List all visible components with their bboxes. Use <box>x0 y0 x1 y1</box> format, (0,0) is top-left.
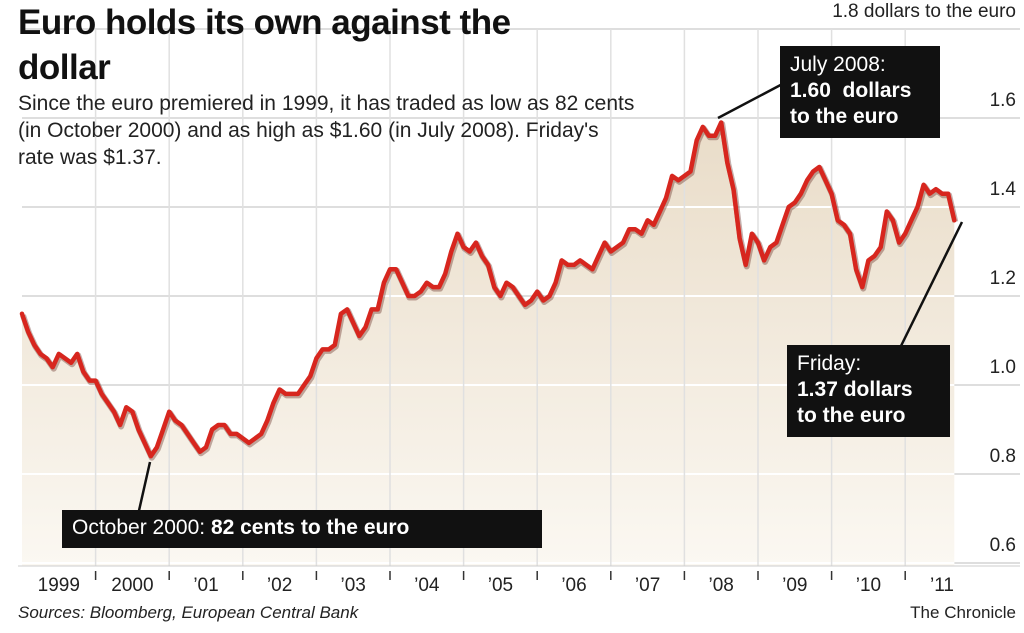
annotation-text: to the euro <box>790 105 899 128</box>
x-tick-label: ’01 <box>193 575 218 596</box>
annotation-text: 1.37 dollars <box>797 378 913 401</box>
y-tick-label: 1.4 <box>990 179 1017 200</box>
y-tick-label: 1.2 <box>990 268 1016 289</box>
callout-line <box>717 78 791 120</box>
source: Sources: Bloomberg, European Central Ban… <box>18 603 359 622</box>
x-tick-label: ’09 <box>782 575 807 596</box>
chart-title: Euro holds its own against the dollar <box>18 3 511 87</box>
y-tick-label: 1.8 dollars to the euro <box>832 1 1016 22</box>
x-tick-label: ’05 <box>488 575 513 596</box>
callout-line <box>136 461 152 516</box>
annotation: October 2000: 82 cents to the euro <box>62 510 542 548</box>
x-tick-label: 2000 <box>111 575 153 596</box>
annotation: Friday: 1.37 dollars to the euro <box>787 345 950 437</box>
x-tick-label: ’02 <box>267 575 292 596</box>
x-tick-label: ’10 <box>856 575 881 596</box>
annotation-text: to the euro <box>797 404 906 427</box>
line <box>19 120 957 459</box>
x-tick-label: ’08 <box>709 575 734 596</box>
area <box>22 122 955 566</box>
x-tick-label: ’11 <box>930 575 954 596</box>
y-tick-label: 0.6 <box>990 535 1016 556</box>
callout-line <box>898 221 964 349</box>
annotation-label: July 2008: <box>790 53 886 76</box>
x-tick-label: ’03 <box>341 575 366 596</box>
annotation-text: 1.60 dollars <box>790 79 912 102</box>
annotation-label: Friday: <box>797 352 862 375</box>
x-tick-label: ’07 <box>635 575 660 596</box>
x-tick-label: 1999 <box>38 575 80 596</box>
y-tick-label: 1.6 <box>990 90 1016 111</box>
x-tick-label: ’06 <box>561 575 586 596</box>
y-tick-label: 1.0 <box>990 357 1016 378</box>
annotation: July 2008: 1.60 dollars to the euro <box>780 46 940 138</box>
y-tick-label: 0.8 <box>990 446 1016 467</box>
x-tick-label: ’04 <box>414 575 440 596</box>
subtitle: Since the euro premiered in 1999, it has… <box>18 92 635 169</box>
annotation-text: 82 cents to the euro <box>210 516 410 539</box>
annotation-label: October 2000: <box>72 516 206 539</box>
credit: The Chronicle <box>910 603 1016 622</box>
